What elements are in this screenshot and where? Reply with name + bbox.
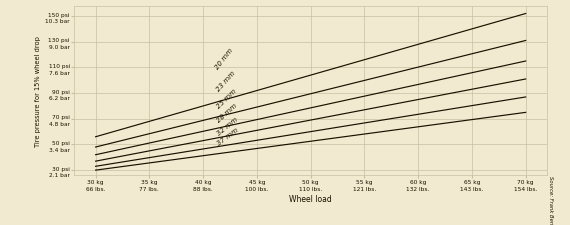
Text: 37 mm: 37 mm (215, 126, 239, 146)
Text: 32 mm: 32 mm (215, 116, 239, 136)
Text: 20 mm: 20 mm (214, 47, 235, 71)
Text: 25 mm: 25 mm (215, 88, 237, 109)
Text: 28 mm: 28 mm (215, 102, 238, 123)
Text: 23 mm: 23 mm (215, 70, 236, 92)
Text: Source: Frank Berto: Source: Frank Berto (548, 176, 553, 225)
Y-axis label: Tire pressure for 15% wheel drop: Tire pressure for 15% wheel drop (35, 36, 41, 146)
X-axis label: Wheel load: Wheel load (289, 194, 332, 203)
